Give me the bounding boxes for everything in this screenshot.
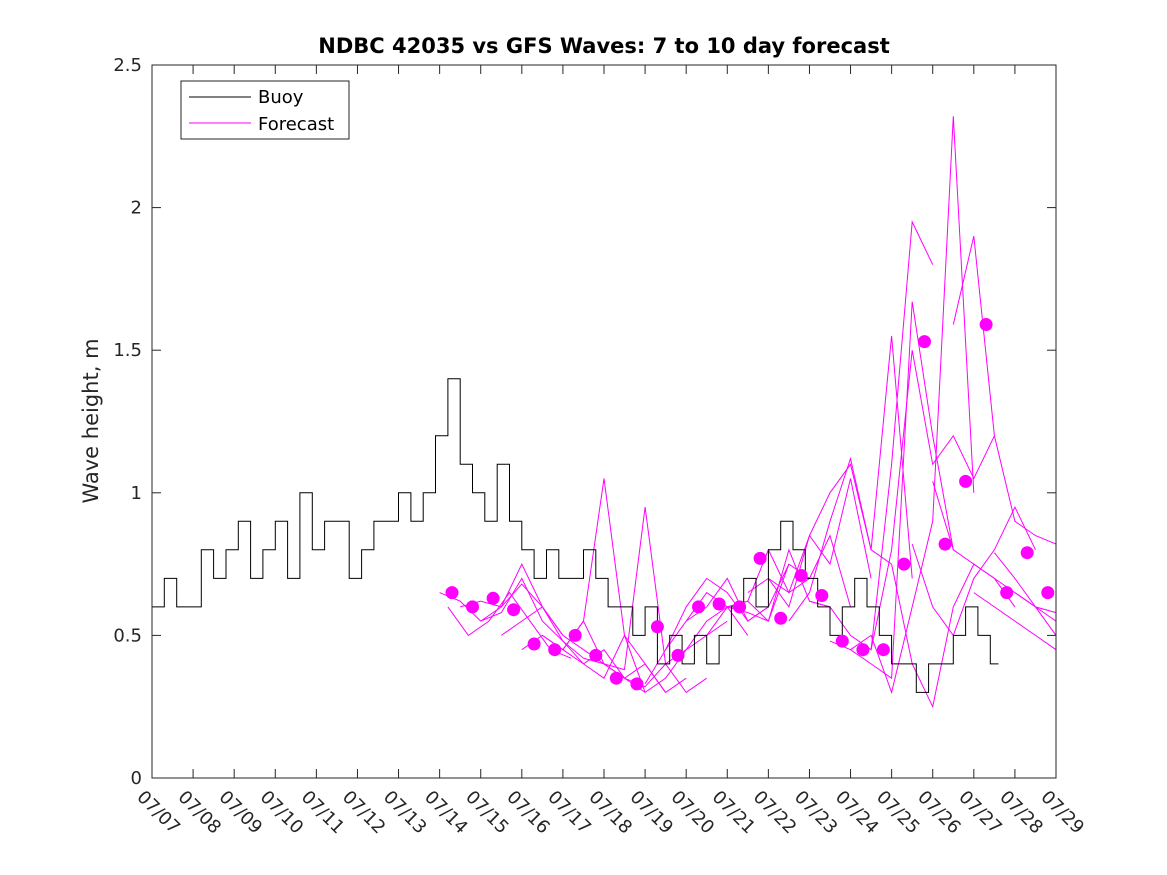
plot-area — [152, 65, 1056, 778]
forecast-point — [466, 600, 479, 614]
buoy-line-group — [152, 378, 999, 693]
y-tick-label: 0 — [131, 768, 142, 789]
forecast-point — [445, 586, 459, 600]
forecast-line-29 — [1014, 592, 1057, 622]
y-axis-label: Wave height, m — [79, 338, 103, 503]
y-tick-label: 2 — [131, 198, 142, 219]
forecast-point — [876, 643, 890, 657]
y-axis-ticks: 0 0.5 1 1.5 2 2.5 — [113, 55, 1056, 789]
forecast-line-18 — [788, 335, 913, 622]
forecast-line-21 — [850, 116, 975, 695]
forecast-point — [835, 634, 849, 648]
legend-buoy-label: Buoy — [258, 87, 304, 108]
forecast-point — [692, 600, 705, 614]
forecast-points — [445, 318, 1055, 691]
forecast-line-3 — [480, 577, 605, 665]
forecast-point — [568, 628, 582, 642]
forecast-point — [959, 474, 973, 488]
legend-forecast-label: Forecast — [258, 114, 334, 135]
forecast-line-7 — [562, 478, 687, 694]
forecast-point — [486, 591, 500, 605]
forecast-point — [1000, 586, 1014, 600]
forecast-point — [733, 600, 747, 614]
forecast-point — [918, 335, 931, 349]
forecast-point — [856, 643, 870, 657]
chart-title: NDBC 42035 vs GFS Waves: 7 to 10 day for… — [318, 34, 889, 58]
forecast-point — [1020, 546, 1034, 560]
forecast-point — [774, 611, 788, 625]
y-tick-label: 0.5 — [113, 625, 142, 646]
forecast-line-2 — [460, 562, 584, 651]
forecast-point — [609, 671, 623, 685]
forecast-line-24 — [911, 505, 1036, 637]
forecast-point — [671, 648, 685, 662]
forecast-line-13 — [685, 563, 810, 622]
forecast-point — [1041, 586, 1055, 600]
forecast-point — [548, 643, 562, 657]
buoy-line — [152, 378, 999, 693]
forecast-point — [938, 537, 952, 551]
forecast-line-4 — [501, 606, 625, 679]
forecast-point — [897, 557, 911, 571]
y-tick-label: 1 — [131, 483, 142, 504]
forecast-point — [507, 603, 521, 617]
forecast-point — [794, 569, 808, 582]
forecast-line-27 — [973, 592, 1057, 651]
forecast-lines — [439, 116, 1057, 709]
forecast-point — [527, 637, 541, 651]
legend-box — [180, 80, 350, 140]
forecast-line-26 — [952, 235, 1057, 545]
y-tick-label: 2.5 — [113, 55, 142, 76]
legend: Buoy Forecast — [180, 80, 350, 140]
forecast-line-28 — [994, 552, 1057, 614]
forecast-point — [815, 589, 829, 602]
forecast-line-22 — [870, 350, 995, 650]
y-tick-label: 1.5 — [113, 340, 142, 361]
forecast-point — [979, 318, 993, 331]
forecast-point — [589, 648, 603, 662]
forecast-point — [712, 597, 726, 611]
forecast-point — [630, 677, 644, 691]
forecast-point — [753, 551, 767, 565]
forecast-point — [650, 620, 664, 634]
